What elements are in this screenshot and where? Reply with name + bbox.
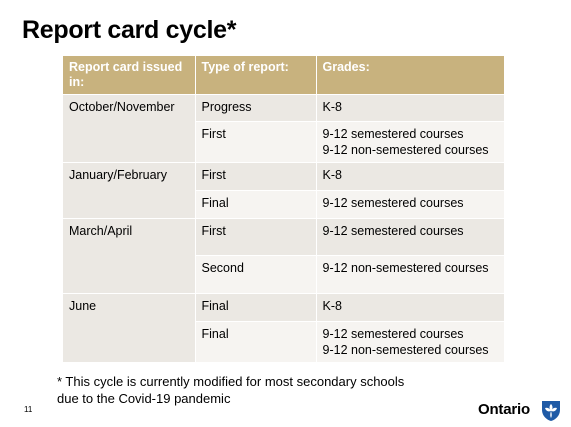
grades-cell: K-8: [316, 94, 505, 122]
type-cell: Final: [195, 190, 317, 219]
grade-line: 9-12 non-semestered courses: [322, 343, 489, 357]
ontario-wordmark: Ontario: [478, 401, 530, 418]
type-cell: Final: [195, 293, 317, 322]
table-row: October/November Progress K-8: [63, 94, 505, 163]
grade-line: K-8: [322, 168, 342, 182]
grade-line: 9-12 non-semestered courses: [322, 143, 489, 157]
footnote: * This cycle is currently modified for m…: [57, 373, 404, 407]
grade-line: 9-12 semestered courses: [322, 327, 464, 341]
grades-cell: 9-12 semestered courses: [316, 190, 505, 219]
table-row: First 9-12 semestered courses 9-12 non-s…: [63, 121, 505, 163]
table-row: March/April First 9-12 semestered course…: [63, 218, 505, 294]
grade-line: K-8: [322, 100, 342, 114]
grades-cell: 9-12 semestered courses: [316, 218, 505, 256]
table-row: Final 9-12 semestered courses: [63, 190, 505, 219]
header-grades: Grades:: [316, 56, 505, 95]
slide-title: Report card cycle*: [22, 16, 237, 44]
page-number: 11: [24, 405, 33, 414]
type-cell: First: [195, 162, 317, 191]
grade-line: 9-12 semestered courses: [322, 196, 464, 210]
type-cell: Second: [195, 255, 317, 294]
report-card-table: Report card issued in: Type of report: G…: [63, 56, 505, 362]
footnote-line: due to the Covid-19 pandemic: [57, 391, 231, 406]
table-row: June Final K-8: [63, 293, 505, 362]
table-row: January/February First K-8: [63, 162, 505, 219]
period-cell: October/November: [63, 94, 196, 163]
grades-cell: 9-12 semestered courses 9-12 non-semeste…: [316, 121, 505, 163]
grade-line: 9-12 semestered courses: [322, 127, 464, 141]
type-cell: First: [195, 121, 317, 163]
grades-cell: K-8: [316, 293, 505, 322]
period-cell: June: [63, 293, 196, 362]
table-row: Second 9-12 non-semestered courses: [63, 255, 505, 294]
period-cell: January/February: [63, 162, 196, 219]
header-type-of-report: Type of report:: [195, 56, 317, 95]
type-cell: First: [195, 218, 317, 256]
table-row: Final 9-12 semestered courses 9-12 non-s…: [63, 321, 505, 362]
trillium-icon: [542, 401, 560, 421]
grades-cell: 9-12 semestered courses 9-12 non-semeste…: [316, 321, 505, 362]
type-cell: Progress: [195, 94, 317, 122]
grade-line: K-8: [322, 299, 342, 313]
grade-line: 9-12 non-semestered courses: [322, 261, 489, 275]
type-cell: Final: [195, 321, 317, 362]
footnote-line: * This cycle is currently modified for m…: [57, 374, 405, 389]
period-cell: March/April: [63, 218, 196, 294]
table-header-row: Report card issued in: Type of report: G…: [63, 56, 505, 95]
grades-cell: 9-12 non-semestered courses: [316, 255, 505, 294]
header-issued-in: Report card issued in:: [63, 56, 196, 95]
grades-cell: K-8: [316, 162, 505, 191]
grade-line: 9-12 semestered courses: [322, 224, 464, 238]
